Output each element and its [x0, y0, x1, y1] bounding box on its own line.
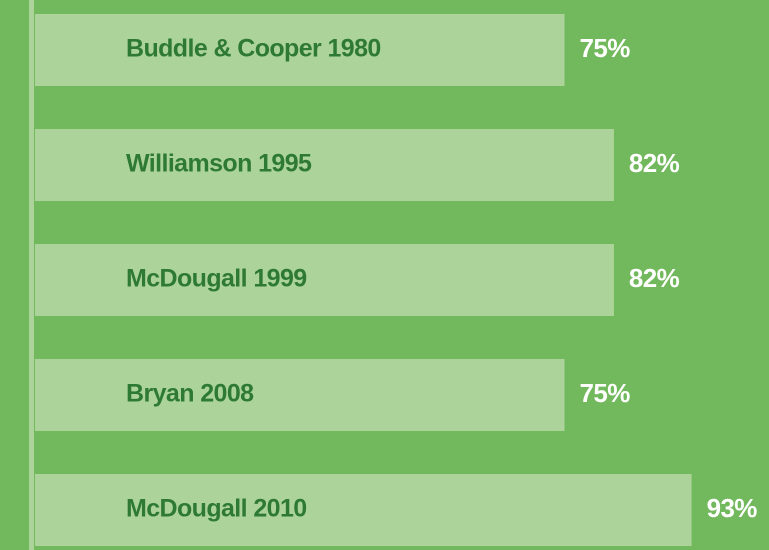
value-label: 93%	[707, 493, 758, 523]
category-label: Williamson 1995	[126, 150, 312, 178]
category-label: Bryan 2008	[126, 380, 254, 408]
category-label: McDougall 2010	[126, 495, 307, 523]
bar	[35, 129, 614, 201]
category-label: Buddle & Cooper 1980	[126, 35, 381, 63]
value-label: 82%	[629, 148, 680, 178]
bar	[35, 14, 565, 86]
value-label: 75%	[580, 33, 631, 63]
bar	[35, 244, 614, 316]
axis-line	[29, 0, 34, 550]
value-label: 82%	[629, 263, 680, 293]
bar	[35, 359, 565, 431]
category-label: McDougall 1999	[126, 265, 307, 293]
value-label: 75%	[580, 378, 631, 408]
bar	[35, 474, 692, 546]
